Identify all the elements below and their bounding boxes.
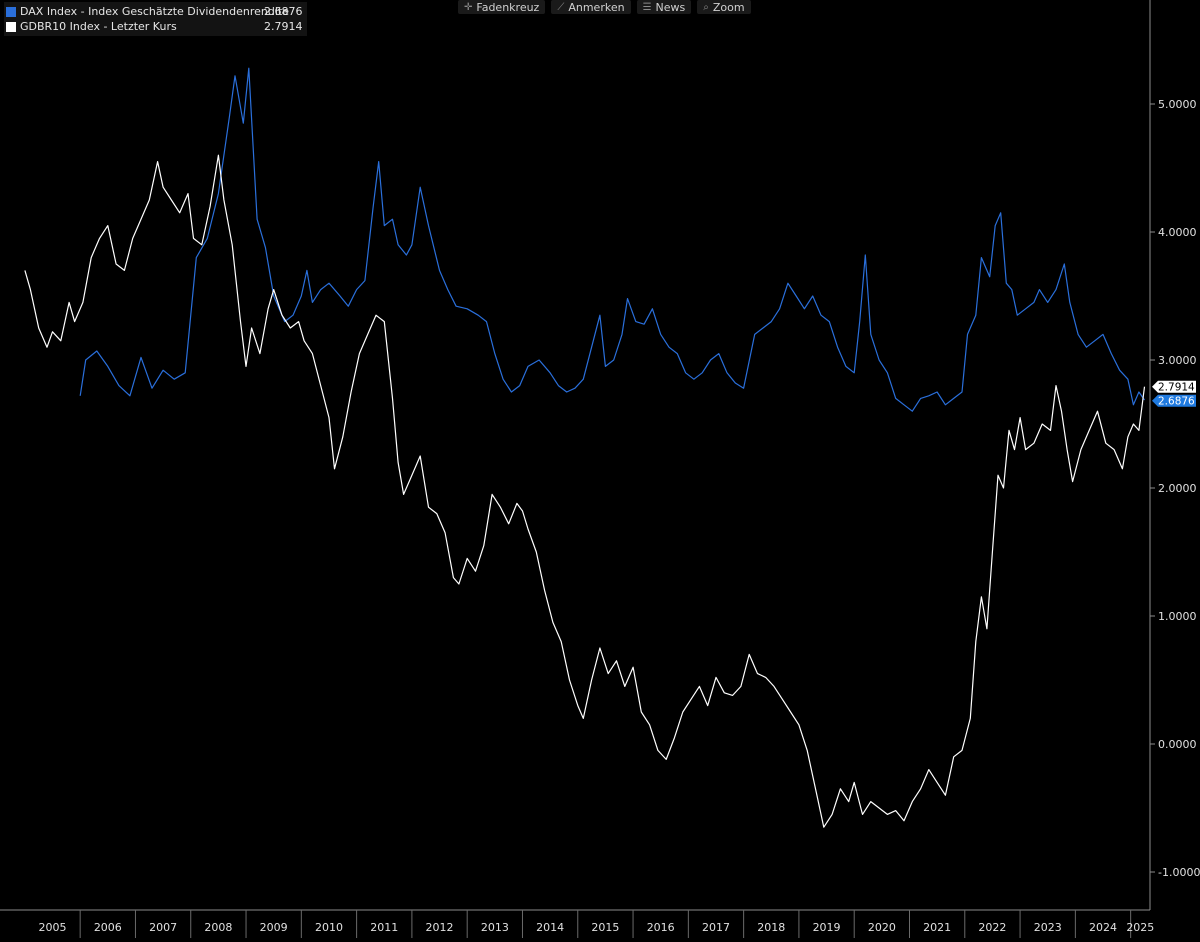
legend-series-name: DAX Index - Index Geschätzte Dividendenr… [20,5,289,18]
annotate-label: Anmerken [568,0,625,14]
y-tick-label: 0.0000 [1158,738,1197,751]
legend-item-dax-dividend-yield[interactable]: DAX Index - Index Geschätzte Dividendenr… [6,4,303,19]
x-tick-label: 2023 [1034,921,1062,934]
news-label: News [655,0,686,14]
last-value-label: 2.7914 [1158,382,1195,394]
x-tick-label: 2012 [426,921,454,934]
y-tick-label: 4.0000 [1158,226,1197,239]
x-tick-label: 2021 [923,921,951,934]
x-tick-label: 2022 [978,921,1006,934]
y-tick-label: 5.0000 [1158,98,1197,111]
x-tick-label: 2020 [868,921,896,934]
x-tick-label: 2015 [591,921,619,934]
news-button[interactable]: ☰ News [636,0,692,14]
x-tick-label: 2009 [260,921,288,934]
annotate-icon: ⟋ [557,1,565,13]
y-tick-label: 2.0000 [1158,482,1197,495]
legend-series-name: GDBR10 Index - Letzter Kurs [20,20,177,33]
series-line-dax-dividend-yield [79,67,1145,412]
news-icon: ☰ [642,1,652,13]
x-tick-label: 2024 [1089,921,1117,934]
series-line-gdbr10 [24,154,1146,828]
x-tick-label: 2019 [813,921,841,934]
zoom-label: Zoom [712,0,745,14]
x-tick-label: 2017 [702,921,730,934]
y-tick-label: -1.0000 [1158,866,1200,879]
label-layer: 2.7914 2.6876 [1152,380,1196,408]
zoom-icon: ⌕ [703,1,709,13]
x-tick-label: 2011 [370,921,398,934]
legend-series-value: 2.7914 [264,20,303,33]
crosshair-icon: ✛ [464,1,473,13]
zoom-button[interactable]: ⌕ Zoom [697,0,751,14]
crosshair-button[interactable]: ✛ Fadenkreuz [458,0,546,14]
last-value-marker [1152,394,1196,407]
legend-swatch-dax [6,6,16,17]
x-tick-label: 2008 [204,921,232,934]
x-tick-label: 2006 [94,921,122,934]
x-tick-label: 2013 [481,921,509,934]
legend-swatch-gdbr10 [6,21,16,32]
x-tick-label: 2018 [757,921,785,934]
crosshair-label: Fadenkreuz [476,0,540,14]
x-tick-label: 2025 [1126,921,1154,934]
x-tick-label: 2010 [315,921,343,934]
x-tick-label: 2014 [536,921,564,934]
legend-series-value: 2.6876 [264,5,303,18]
x-tick-label: 2007 [149,921,177,934]
series-layer [24,67,1146,828]
x-tick-label: 2005 [39,921,67,934]
legend: DAX Index - Index Geschätzte Dividendenr… [4,2,307,36]
chart-toolbar: ✛ Fadenkreuz ⟋ Anmerken ☰ News ⌕ Zoom [458,0,751,14]
y-tick-label: 1.0000 [1158,610,1197,623]
x-tick-label: 2016 [647,921,675,934]
annotate-button[interactable]: ⟋ Anmerken [551,0,631,14]
last-value-label: 2.6876 [1158,396,1195,408]
y-tick-label: 3.0000 [1158,354,1197,367]
legend-item-gdbr10[interactable]: GDBR10 Index - Letzter Kurs 2.7914 [6,19,303,34]
last-value-marker [1152,380,1196,393]
